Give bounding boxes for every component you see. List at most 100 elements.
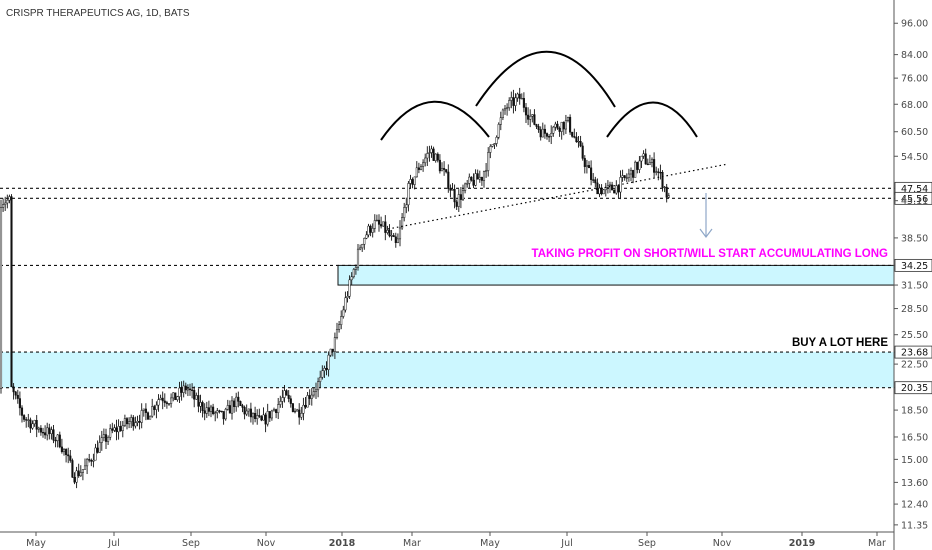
candle <box>522 92 525 113</box>
candle <box>392 233 395 238</box>
candle <box>417 162 420 174</box>
candle <box>453 184 456 209</box>
candle <box>359 244 362 251</box>
candle <box>377 214 381 232</box>
candle <box>298 403 301 425</box>
price-level-label: 45.56 <box>901 194 928 205</box>
candle <box>415 161 418 178</box>
candle <box>16 389 19 404</box>
candle <box>369 224 372 237</box>
candle <box>545 132 549 140</box>
candle <box>239 400 242 407</box>
candle <box>136 415 139 427</box>
annotation-taking-profit: TAKING PROFIT ON SHORT/WILL START ACCUMU… <box>532 248 889 260</box>
price-axis[interactable]: 96.00 84.00 76.00 68.00 60.50 54.50 47.5445.56… <box>893 0 932 550</box>
candle <box>317 377 320 398</box>
candle <box>531 114 534 123</box>
y-tick-label: 54.50 <box>901 152 928 163</box>
candle <box>157 394 160 412</box>
candle <box>388 224 391 238</box>
candle <box>451 183 454 191</box>
candle <box>167 402 171 406</box>
candle <box>611 181 614 191</box>
candle <box>331 348 334 357</box>
candle <box>50 426 53 440</box>
candle <box>264 412 267 433</box>
candle <box>73 472 76 485</box>
candle <box>222 411 225 425</box>
candle <box>327 351 330 377</box>
candle <box>245 404 248 417</box>
candle <box>14 390 17 400</box>
candle <box>176 395 179 402</box>
drawings-layer <box>380 50 729 238</box>
y-tick-label: 45.11 <box>901 196 928 207</box>
candle <box>159 394 162 401</box>
candle <box>354 264 357 275</box>
candle <box>548 134 551 143</box>
time-axis[interactable]: May Jul Sep Nov 2018 Mar May Jul Sep Nov 2019 Mar <box>0 531 894 549</box>
candle <box>29 417 32 433</box>
candle <box>293 408 297 414</box>
candle <box>608 181 612 193</box>
candle <box>65 448 68 463</box>
candle <box>419 164 423 171</box>
candle <box>20 405 24 423</box>
candle <box>573 128 576 139</box>
candle <box>623 175 626 181</box>
down-arrow-head <box>699 228 713 238</box>
candle <box>205 401 208 418</box>
candle <box>590 160 593 186</box>
candle <box>81 469 84 481</box>
candle <box>308 389 311 406</box>
candle <box>365 231 368 240</box>
candle <box>69 449 72 463</box>
candle <box>411 177 414 189</box>
candle <box>310 387 313 406</box>
candle <box>564 114 567 134</box>
candle <box>541 122 544 138</box>
candle <box>107 435 110 445</box>
candle <box>491 144 494 148</box>
zones-layer <box>0 264 895 388</box>
candle <box>4 196 7 211</box>
candle <box>632 169 635 184</box>
candle <box>235 392 238 412</box>
y-tick-label: 22.50 <box>901 360 928 371</box>
candle <box>468 173 471 188</box>
candle <box>342 305 345 319</box>
candle <box>625 173 628 183</box>
candle <box>510 91 513 109</box>
candle <box>604 182 607 197</box>
candle <box>314 382 318 399</box>
candle <box>333 332 336 359</box>
candle <box>646 158 649 166</box>
candle <box>443 161 446 176</box>
candle <box>39 425 42 436</box>
candle <box>474 169 477 187</box>
candle <box>216 407 219 419</box>
candle <box>25 417 28 428</box>
candle <box>180 381 183 401</box>
candle <box>476 169 479 180</box>
candle <box>527 107 530 126</box>
candle <box>636 161 639 174</box>
candle <box>27 413 30 428</box>
candle <box>529 109 532 128</box>
candle <box>436 152 439 163</box>
candle <box>163 393 166 407</box>
candle <box>587 161 591 169</box>
candle <box>560 121 563 140</box>
x-tick-label: Mar <box>868 538 886 549</box>
candle <box>518 87 521 105</box>
candle <box>254 406 257 423</box>
candle <box>356 243 360 271</box>
candle <box>480 176 483 186</box>
candle <box>321 365 324 380</box>
candle <box>592 173 595 183</box>
y-tick-label: 31.50 <box>901 281 928 292</box>
candle <box>258 408 261 418</box>
candle <box>407 180 410 212</box>
candle <box>251 412 255 425</box>
